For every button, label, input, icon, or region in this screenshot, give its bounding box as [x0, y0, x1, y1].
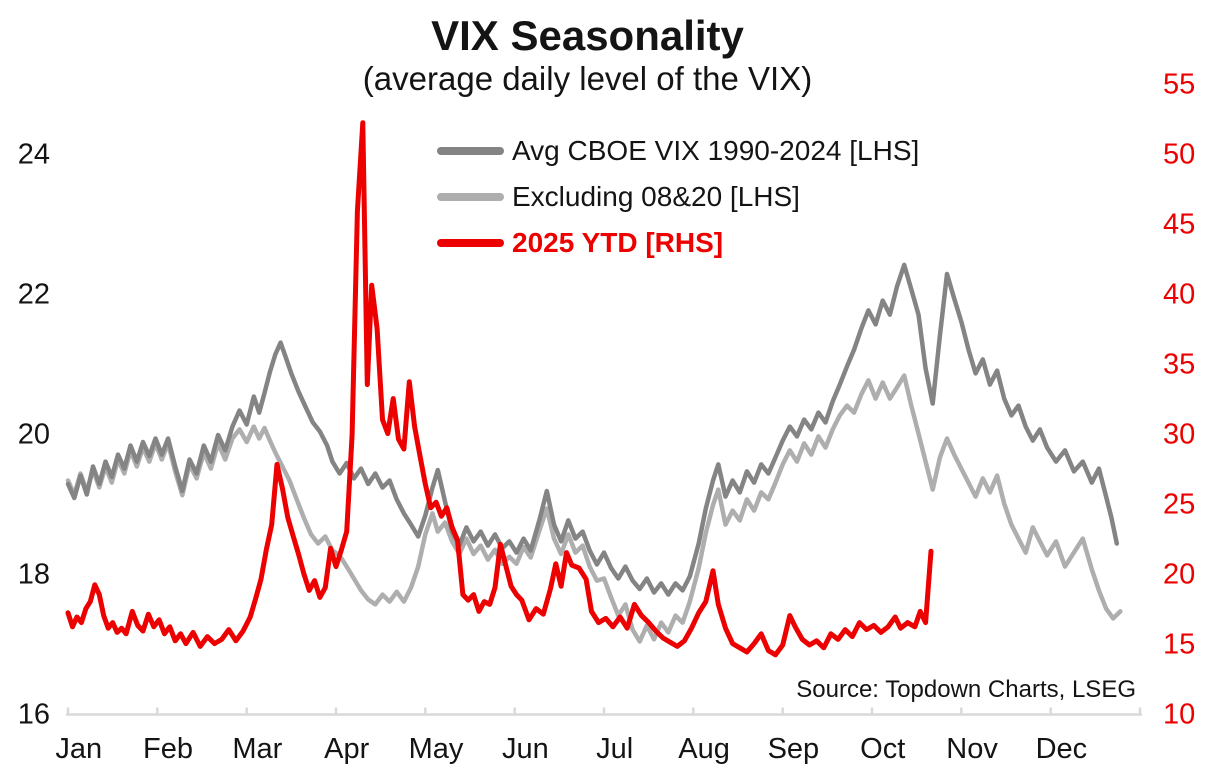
left-axis-tick-label: 20	[17, 418, 50, 451]
right-axis-tick-label: 45	[1163, 208, 1196, 241]
right-axis-tick-label: 30	[1163, 418, 1196, 451]
left-axis-tick-label: 22	[17, 278, 50, 311]
legend-line-swatch	[437, 193, 504, 201]
right-axis-tick-label: 55	[1163, 68, 1196, 101]
legend-line-swatch	[437, 147, 504, 155]
right-axis-tick-label: 35	[1163, 348, 1196, 381]
x-axis-month-label: Apr	[324, 733, 370, 765]
x-axis-month-label: May	[408, 733, 464, 765]
left-axis-tick-label: 16	[17, 698, 50, 731]
series-line-2025-ytd-rhs	[65, 120, 934, 658]
series-line-excluding-08-20-lhs	[65, 373, 1123, 644]
legend-item-excluding-08-20-lhs: Excluding 08&20 [LHS]	[437, 174, 919, 220]
legend: Avg CBOE VIX 1990-2024 [LHS] Excluding 08…	[437, 128, 919, 266]
x-axis-month-label: Jul	[596, 733, 634, 765]
right-axis-tick-label: 40	[1163, 278, 1196, 311]
legend-label: Avg CBOE VIX 1990-2024 [LHS]	[512, 135, 920, 166]
x-axis-month-label: Mar	[232, 733, 283, 765]
legend-label: Excluding 08&20 [LHS]	[512, 181, 800, 212]
right-axis-tick-label: 25	[1163, 488, 1196, 521]
x-axis-month-label: Jan	[55, 733, 103, 765]
legend-item-2025-ytd-rhs: 2025 YTD [RHS]	[437, 220, 919, 266]
x-axis-month-label: Nov	[946, 733, 998, 765]
right-axis-tick-label: 20	[1163, 558, 1196, 591]
series-line-avg-cboe-vix-1990-2024-lhs	[65, 262, 1120, 597]
right-axis-tick-label: 15	[1163, 628, 1196, 661]
x-axis-month-label: Sep	[767, 733, 820, 765]
x-axis-month-label: Dec	[1035, 733, 1088, 765]
legend-label: 2025 YTD [RHS]	[512, 227, 724, 258]
chart-title: VIX Seasonality	[431, 12, 744, 59]
x-axis-month-label: Jun	[501, 733, 549, 765]
right-axis-tick-label: 10	[1163, 698, 1196, 731]
x-axis-month-label: Feb	[143, 733, 194, 765]
source-note: Source: Topdown Charts, LSEG	[796, 676, 1136, 703]
legend-item-avg-cboe-vix-1990-2024-lhs: Avg CBOE VIX 1990-2024 [LHS]	[437, 128, 919, 174]
legend-line-swatch	[437, 239, 504, 247]
x-axis-month-label: Aug	[678, 733, 730, 765]
left-axis-tick-label: 24	[17, 138, 50, 171]
right-axis-tick-label: 50	[1163, 138, 1196, 171]
chart-subtitle: (average daily level of the VIX)	[362, 60, 813, 97]
left-axis-tick-label: 18	[17, 558, 50, 591]
x-axis-month-label: Oct	[860, 733, 906, 765]
